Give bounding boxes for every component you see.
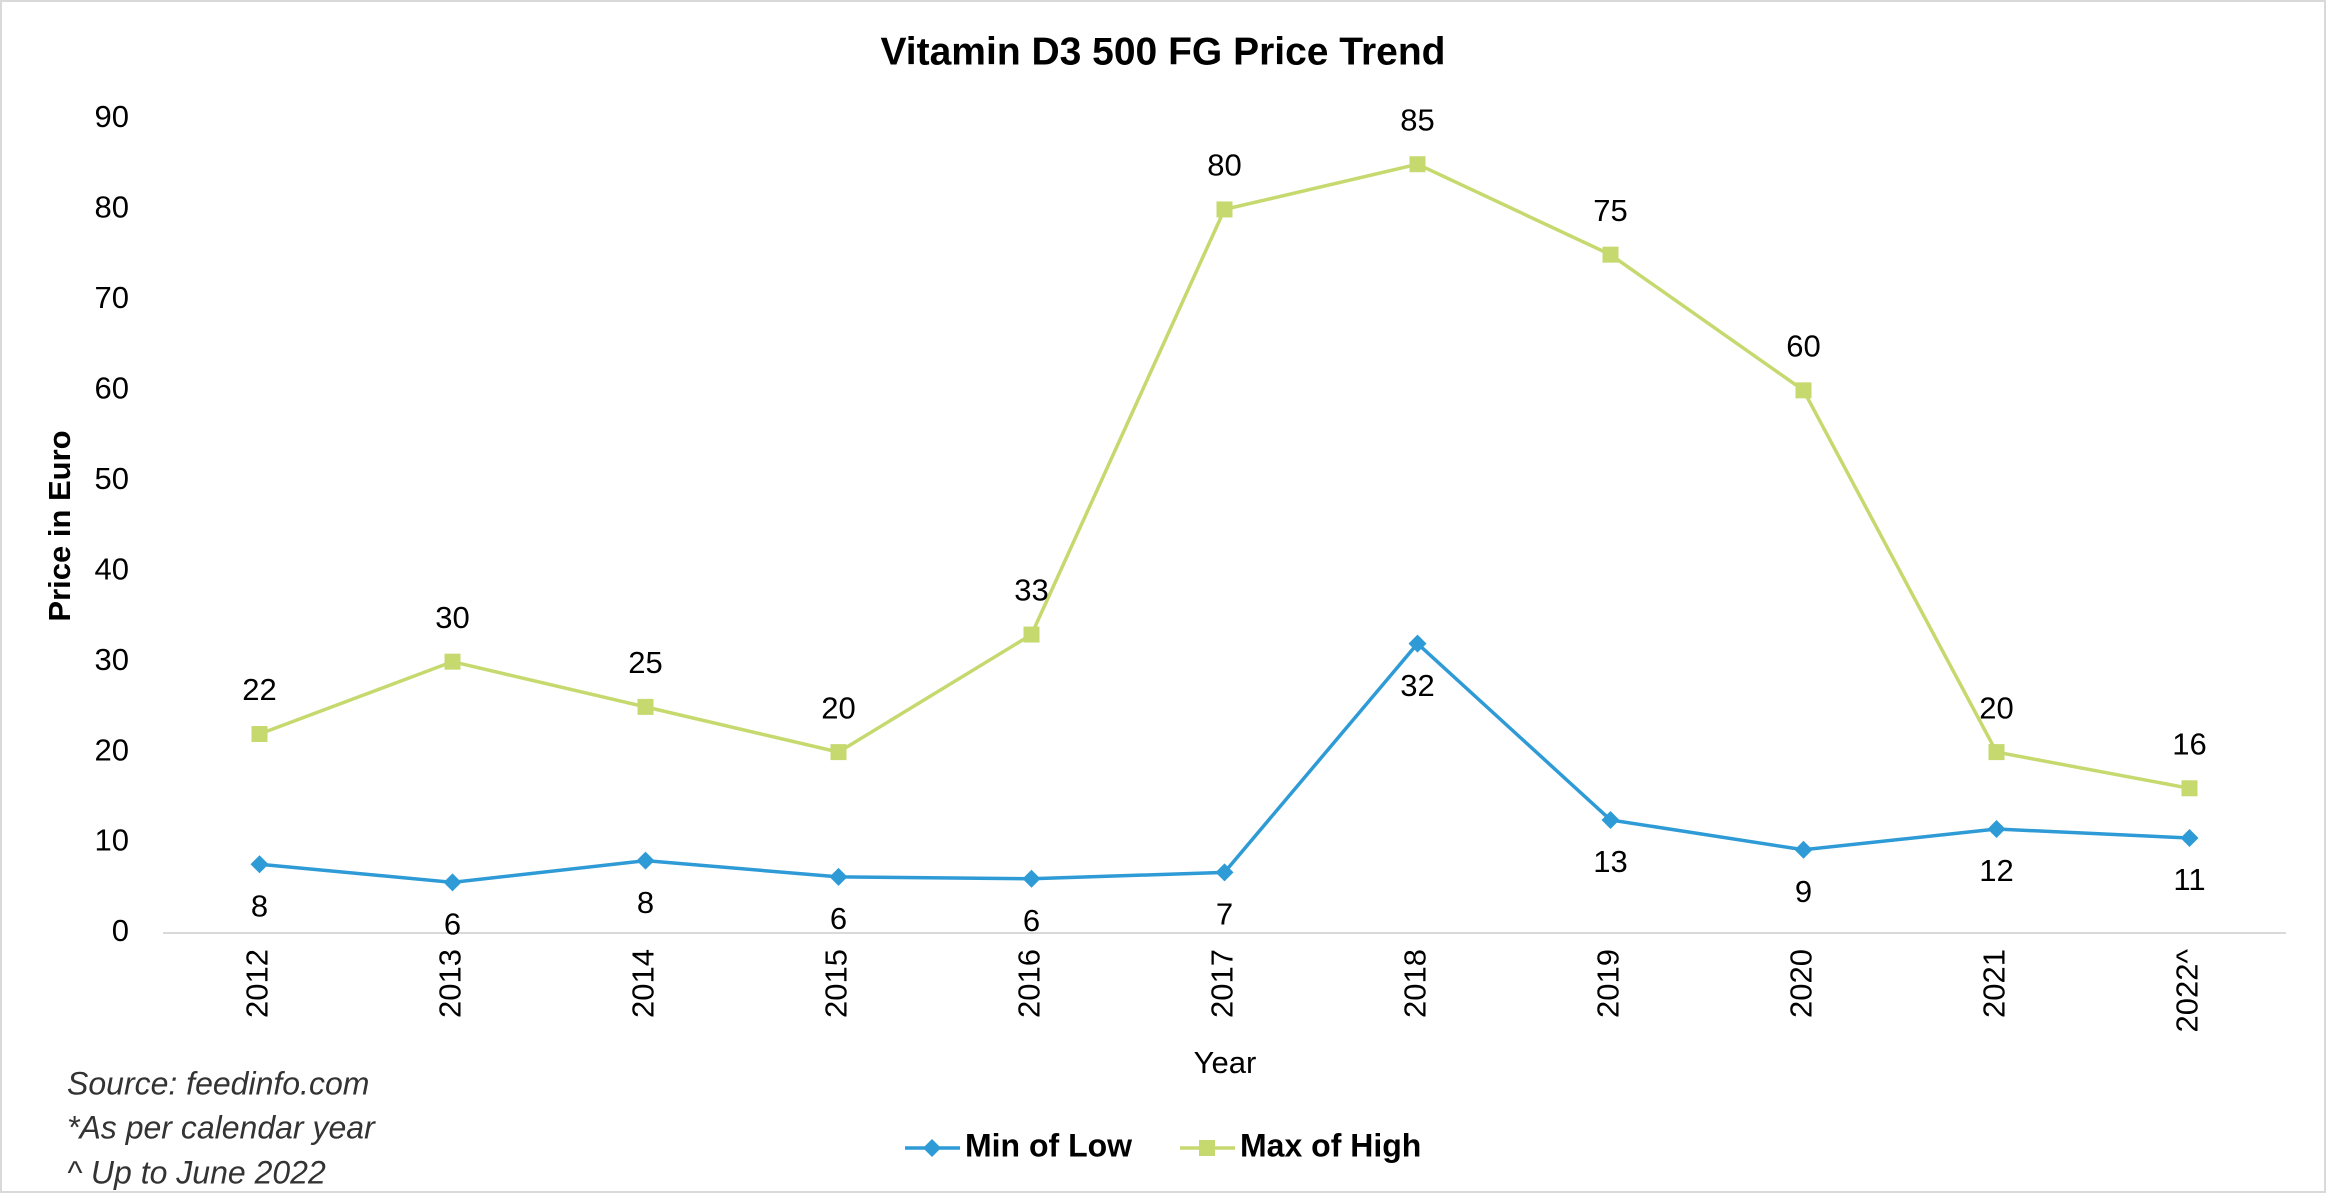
marker [1023,626,1040,643]
marker [1022,869,1041,888]
data-label: 6 [1023,903,1040,938]
y-tick-label: 50 [95,461,129,496]
x-tick-label: 2014 [626,949,661,1018]
y-tick-label: 0 [112,913,129,948]
marker [1215,863,1234,882]
marker [444,653,461,670]
marker [1988,744,2005,761]
y-tick-label: 20 [95,732,129,767]
data-label: 9 [1795,874,1812,909]
data-label: 60 [1786,329,1820,364]
data-label: 33 [1014,573,1048,608]
data-label: 7 [1216,897,1233,932]
y-tick-label: 70 [95,280,129,315]
chart-title: Vitamin D3 500 FG Price Trend [880,30,1445,73]
data-label: 11 [2173,862,2205,897]
data-label: 13 [1593,844,1627,879]
data-label: 20 [1979,690,2013,725]
x-tick-label: 2019 [1591,949,1626,1018]
data-label: 6 [444,907,461,942]
marker [923,1139,941,1157]
marker [2181,780,2198,797]
x-tick-label: 2012 [240,949,275,1018]
y-tick-label: 60 [95,371,129,406]
data-label: 6 [830,901,847,936]
x-tick-label: 2017 [1205,949,1240,1018]
note: Source: feedinfo.com [67,1065,369,1101]
marker [1408,634,1427,653]
x-tick-label: 2021 [1977,949,2012,1018]
data-label: 22 [242,672,276,707]
x-tick-label: 2022^ [2170,949,2205,1033]
marker [1602,246,1619,263]
legend-label: Max of High [1240,1127,1421,1163]
marker [1795,382,1812,399]
marker [637,698,654,715]
marker [443,873,462,892]
marker [1987,819,2006,838]
note: ^ Up to June 2022 [67,1154,326,1190]
data-label: 25 [628,645,662,680]
data-label: 80 [1207,148,1241,183]
data-label: 8 [637,885,654,920]
marker [829,867,848,886]
x-axis-label: Year [1194,1045,1257,1080]
data-label: 16 [2172,726,2206,761]
x-tick-label: 2018 [1398,949,1433,1018]
x-tick-label: 2020 [1784,949,1819,1018]
marker [1216,201,1233,218]
data-label: 20 [821,690,855,725]
legend-label: Min of Low [965,1127,1132,1163]
y-tick-label: 40 [95,551,129,586]
marker [2180,829,2199,848]
note: *As per calendar year [67,1109,376,1145]
x-tick-label: 2013 [433,949,468,1018]
marker [636,851,655,870]
y-tick-label: 10 [95,823,129,858]
data-label: 30 [435,600,469,635]
y-axis-label: Price in Euro [42,430,77,621]
data-label: 8 [251,888,268,923]
marker [1409,156,1426,173]
x-tick-label: 2016 [1012,949,1047,1018]
x-tick-label: 2015 [819,949,854,1018]
data-label: 12 [1979,853,2013,888]
marker [251,726,268,743]
data-label: 75 [1593,193,1627,228]
marker [830,744,847,761]
y-tick-label: 30 [95,642,129,677]
data-label: 32 [1400,668,1434,703]
y-tick-label: 80 [95,190,129,225]
data-label: 85 [1400,102,1434,137]
marker [250,855,269,874]
marker [1794,840,1813,859]
marker [1199,1140,1215,1156]
y-tick-label: 90 [95,99,129,134]
marker [1601,810,1620,829]
